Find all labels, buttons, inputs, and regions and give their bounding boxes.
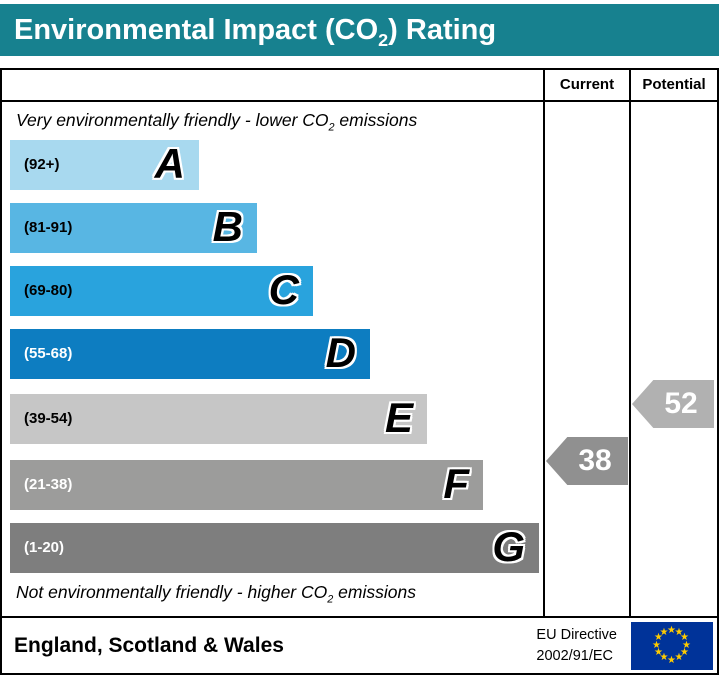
band-letter: B bbox=[212, 203, 243, 250]
column-divider-potential bbox=[629, 70, 631, 616]
region-label: England, Scotland & Wales bbox=[14, 633, 284, 657]
band-range: (21-38) bbox=[24, 476, 73, 493]
band-range: (1-20) bbox=[24, 539, 65, 556]
band-b: (81-91) B bbox=[10, 203, 257, 253]
title-banner: Environmental Impact (CO2) Rating bbox=[0, 4, 719, 56]
band-letter: G bbox=[492, 523, 525, 570]
band-g: (1-20) G bbox=[10, 523, 539, 573]
top-note: Very environmentally friendly - lower CO… bbox=[16, 110, 418, 134]
current-value: 38 bbox=[578, 444, 612, 477]
column-header-potential: Potential bbox=[642, 76, 706, 93]
band-range: (81-91) bbox=[24, 219, 73, 236]
band-letter: D bbox=[325, 329, 356, 376]
band-letter: E bbox=[384, 394, 413, 441]
eu-flag-star: ★ bbox=[667, 624, 676, 636]
eu-flag-star: ★ bbox=[659, 652, 669, 664]
footer: England, Scotland & Wales EU Directive 2… bbox=[0, 618, 719, 675]
band-d: (55-68) D bbox=[10, 329, 370, 379]
band-range: (55-68) bbox=[24, 345, 73, 362]
eu-flag: ★ ★ ★ ★ ★ ★ ★ ★ ★ ★ ★ ★ bbox=[631, 621, 713, 670]
eu-flag-star: ★ bbox=[667, 654, 676, 666]
potential-value: 52 bbox=[664, 387, 698, 420]
eu-flag-star: ★ bbox=[654, 632, 663, 643]
eu-flag-star: ★ bbox=[679, 647, 689, 658]
eu-directive-label: EU Directive 2002/91/EC bbox=[536, 625, 617, 666]
band-range: (39-54) bbox=[24, 410, 73, 427]
eu-flag-star: ★ bbox=[659, 626, 669, 638]
eu-flag-star: ★ bbox=[682, 639, 691, 651]
eu-flag-star: ★ bbox=[674, 652, 684, 664]
eu-directive-line2: 2002/91/EC bbox=[536, 647, 614, 664]
band-range: (92+) bbox=[24, 156, 60, 173]
column-header-row: Current Potential bbox=[2, 70, 717, 102]
potential-arrow: 52 bbox=[632, 380, 714, 428]
column-divider-current bbox=[543, 70, 545, 616]
band-f: (21-38) F bbox=[10, 460, 483, 510]
current-arrow: 38 bbox=[546, 437, 628, 485]
eu-flag-star: ★ bbox=[652, 639, 661, 651]
column-header-current: Current bbox=[559, 76, 615, 93]
eu-flag-star: ★ bbox=[679, 632, 689, 643]
band-a: (92+) A bbox=[10, 140, 199, 190]
page-title: Environmental Impact (CO2) Rating bbox=[14, 14, 497, 50]
band-letter: C bbox=[268, 266, 299, 313]
rating-chart: Current Potential Very environmentally f… bbox=[0, 68, 719, 618]
band-c: (69-80) C bbox=[10, 266, 313, 316]
eu-flag-star: ★ bbox=[674, 626, 684, 638]
band-letter: A bbox=[154, 140, 185, 187]
band-letter: F bbox=[443, 460, 469, 507]
bottom-note: Not environmentally friendly - higher CO… bbox=[16, 582, 416, 606]
band-e: (39-54) E bbox=[10, 394, 427, 444]
eu-directive-line1: EU Directive bbox=[536, 627, 617, 644]
band-range: (69-80) bbox=[24, 282, 73, 299]
eu-flag-star: ★ bbox=[654, 647, 663, 658]
